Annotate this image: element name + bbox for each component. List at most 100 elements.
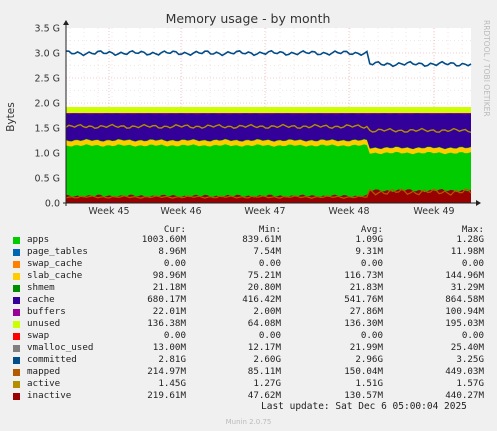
legend-avg: 136.30M — [344, 318, 383, 329]
legend-swatch — [13, 261, 20, 268]
legend-swatch — [13, 381, 20, 388]
munin-version: Munin 2.0.75 — [225, 418, 272, 426]
legend-cur: 0.00 — [163, 258, 186, 269]
legend-row-cache: cache 680.17M 416.42M 541.76M 864.58M — [0, 294, 497, 306]
legend-avg: 21.99M — [349, 342, 383, 353]
legend-max: 0.00 — [461, 330, 484, 341]
legend-min: 12.17M — [247, 342, 281, 353]
legend-min: 0.00 — [258, 258, 281, 269]
legend-row-unused: unused 136.38M 64.08M 136.30M 195.03M — [0, 318, 497, 330]
legend-cur: 680.17M — [147, 294, 186, 305]
y-tick-label: 1.0 G — [35, 149, 61, 160]
legend-name: unused — [27, 318, 61, 329]
legend-avg: 130.57M — [344, 390, 383, 401]
area-apps — [66, 144, 471, 203]
legend-name: swap — [27, 330, 50, 341]
legend-min: 75.21M — [247, 270, 281, 281]
legend-name: slab_cache — [27, 270, 83, 281]
x-tick-label: Week 49 — [413, 206, 454, 217]
legend-max: 449.03M — [445, 366, 484, 377]
legend-name: buffers — [27, 306, 66, 317]
legend-swatch — [13, 345, 20, 352]
legend-cur: 8.96M — [158, 246, 186, 257]
legend-min: 1.27G — [253, 378, 281, 389]
legend-name: apps — [27, 234, 50, 245]
legend-avg: 0.00 — [360, 258, 383, 269]
legend-swatch — [13, 273, 20, 280]
legend-avg: 541.76M — [344, 294, 383, 305]
legend-cur: 98.96M — [152, 270, 186, 281]
line-active — [65, 123, 472, 133]
line-committed — [65, 49, 472, 68]
legend-max: 31.29M — [450, 282, 484, 293]
legend-name: mapped — [27, 366, 61, 377]
legend-row-shmem: shmem 21.18M 20.80M 21.83M 31.29M — [0, 282, 497, 294]
legend-max: 0.00 — [461, 258, 484, 269]
legend-swatch — [13, 393, 20, 400]
y-axis-label: Bytes — [5, 102, 17, 131]
legend-min: 2.60G — [253, 354, 281, 365]
x-tick-labels: Week 45 Week 46 Week 47 Week 48 Week 49 — [88, 206, 454, 217]
legend-swatch — [13, 369, 20, 376]
legend-row-swap: swap 0.00 0.00 0.00 0.00 — [0, 330, 497, 342]
legend-row-apps: apps 1003.60M 839.61M 1.09G 1.28G — [0, 234, 497, 246]
legend-name: swap_cache — [27, 258, 83, 269]
legend-row-mapped: mapped 214.97M 85.11M 150.04M 449.03M — [0, 366, 497, 378]
legend-row-buffers: buffers 22.01M 2.00M 27.86M 100.94M — [0, 306, 497, 318]
legend-name: active — [27, 378, 61, 389]
x-tick-label: Week 45 — [88, 206, 129, 217]
legend-cur: 2.81G — [158, 354, 186, 365]
legend-max: 1.57G — [456, 378, 484, 389]
y-tick-label: 2.5 G — [35, 74, 61, 85]
legend-swatch — [13, 309, 20, 316]
legend-name: committed — [27, 354, 77, 365]
legend-cur: 1003.60M — [141, 234, 186, 245]
y-tick-label: 2.0 G — [35, 99, 61, 110]
legend-cur: 22.01M — [152, 306, 186, 317]
legend-swatch — [13, 249, 20, 256]
legend-avg: 21.83M — [349, 282, 383, 293]
legend-name: vmalloc_used — [27, 342, 94, 353]
y-axis-arrow — [63, 20, 69, 25]
legend-name: page_tables — [27, 246, 88, 257]
legend-min: 839.61M — [242, 234, 281, 245]
legend-name: cache — [27, 294, 55, 305]
legend-name: inactive — [27, 390, 72, 401]
legend-max: 864.58M — [445, 294, 484, 305]
legend-max: 440.27M — [445, 390, 484, 401]
legend-min: 0.00 — [258, 330, 281, 341]
legend-swatch — [13, 333, 20, 340]
legend-avg: 116.73M — [344, 270, 383, 281]
line-mapped — [65, 188, 472, 199]
legend-cur: 136.38M — [147, 318, 186, 329]
legend-avg: 2.96G — [355, 354, 383, 365]
header-avg: Avg: — [360, 224, 383, 235]
legend-cur: 214.97M — [147, 366, 186, 377]
rrdtool-watermark: RRDTOOL / TOBI OETIKER — [482, 20, 491, 117]
legend-swatch — [13, 357, 20, 364]
memory-chart: Memory usage - by month Bytes RRDTOOL / … — [5, 11, 491, 217]
legend-row-page_tables: page_tables 8.96M 7.54M 9.31M 11.98M — [0, 246, 497, 258]
legend-max: 25.40M — [450, 342, 484, 353]
last-update-text: Last update: Sat Dec 6 05:00:04 2025 — [261, 401, 467, 412]
y-tick-label: 3.5 G — [35, 24, 61, 35]
y-tick-labels: 0.0 0.5 G 1.0 G 1.5 G 2.0 G 2.5 G 3.0 G 3.5 G — [35, 24, 61, 210]
x-axis-arrow — [476, 200, 481, 206]
header-max: Max: — [461, 224, 484, 235]
x-tick-label: Week 46 — [160, 206, 201, 217]
legend-max: 11.98M — [450, 246, 484, 257]
legend-min: 47.62M — [247, 390, 281, 401]
legend-avg: 150.04M — [344, 366, 383, 377]
legend-cur: 13.00M — [152, 342, 186, 353]
x-tick-label: Week 47 — [244, 206, 285, 217]
area-series — [66, 107, 471, 203]
legend-row-slab_cache: slab_cache 98.96M 75.21M 116.73M 144.96M — [0, 270, 497, 282]
legend-avg: 1.51G — [355, 378, 383, 389]
chart-title: Memory usage - by month — [166, 11, 331, 26]
legend-avg: 0.00 — [360, 330, 383, 341]
legend-min: 7.54M — [253, 246, 281, 257]
legend-avg: 27.86M — [349, 306, 383, 317]
legend-cur: 219.61M — [147, 390, 186, 401]
legend-min: 2.00M — [253, 306, 281, 317]
header-min: Min: — [258, 224, 281, 235]
